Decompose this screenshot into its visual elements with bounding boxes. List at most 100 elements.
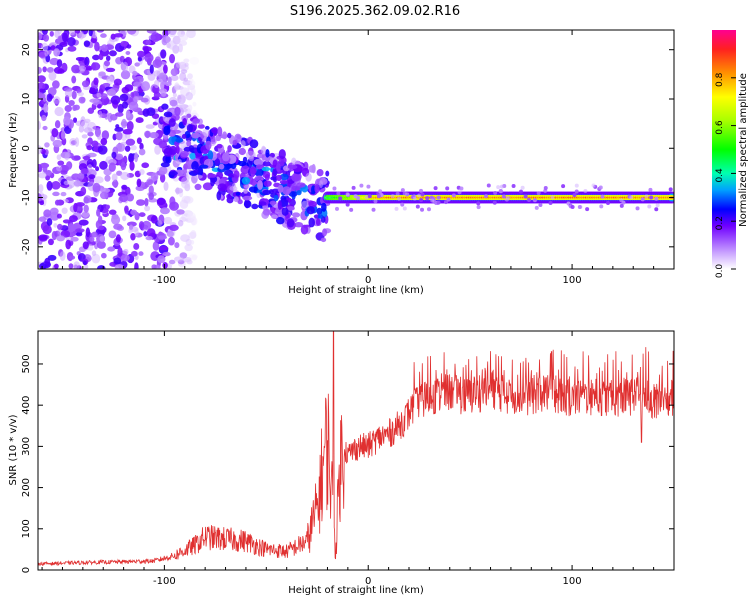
spectrogram-trace-blob bbox=[233, 170, 240, 179]
spectrogram-noise-blob bbox=[114, 153, 124, 160]
spectrogram-noise-blob bbox=[92, 54, 100, 61]
spectrogram-noise-blob bbox=[56, 165, 63, 172]
spectrogram-line-speckle bbox=[523, 194, 528, 199]
spectrogram-noise-blob bbox=[184, 244, 193, 252]
spectrogram-noise-blob bbox=[86, 145, 93, 151]
spectrogram-noise-blob bbox=[189, 254, 198, 260]
spectrogram-ytick-label: 0 bbox=[21, 145, 32, 151]
colorbar: 0.0 0.2 0.4 0.6 0.8 Normalized spectral ampl… bbox=[712, 30, 749, 278]
spectrogram-noise-blob bbox=[111, 151, 117, 159]
spectrogram-trace-blob bbox=[274, 207, 283, 216]
spectrogram-trace-blob bbox=[249, 139, 259, 149]
spectrogram-line-speckle bbox=[376, 194, 381, 199]
snr-ytick-label: 0 bbox=[21, 567, 32, 573]
spectrogram-noise-blob bbox=[109, 50, 117, 57]
spectrogram-noise-blob bbox=[126, 120, 134, 131]
spectrogram-noise-blob bbox=[130, 92, 135, 98]
spectrogram-trace-blob bbox=[244, 198, 251, 209]
spectrogram-trace-blob bbox=[277, 200, 282, 210]
spectrogram-line-speckle bbox=[598, 185, 603, 190]
spectrogram-noise-blob bbox=[142, 46, 153, 52]
spectrogram-noise-blob bbox=[43, 103, 49, 113]
spectrogram-trace-blob bbox=[296, 182, 306, 188]
spectrogram-noise-blob bbox=[130, 209, 138, 216]
spectrogram-trace-blob bbox=[288, 191, 298, 197]
spectrogram-trace-blob bbox=[205, 140, 212, 150]
spectrogram-noise-blob bbox=[84, 118, 91, 124]
spectrogram-noise-blob bbox=[97, 103, 102, 109]
spectrogram-line-speckle bbox=[338, 196, 343, 201]
spectrogram-noise-blob bbox=[168, 259, 176, 265]
spectrogram-noise-blob bbox=[78, 219, 89, 226]
spectrogram-trace-blob bbox=[222, 131, 228, 140]
spectrogram-xtick-label: 0 bbox=[365, 275, 371, 286]
spectrogram-noise-blob bbox=[78, 31, 85, 40]
spectrogram-noise-blob bbox=[77, 172, 84, 179]
spectrogram-noise-blob bbox=[60, 191, 67, 197]
spectrogram-noise-blob bbox=[38, 184, 44, 193]
spectrogram-noise-blob bbox=[65, 239, 72, 250]
spectrogram-noise-blob bbox=[42, 66, 47, 73]
spectrogram-noise-blob bbox=[138, 221, 145, 230]
spectrogram-noise-blob bbox=[82, 241, 89, 250]
spectrogram-line-speckle bbox=[492, 200, 497, 205]
colorbar-ticks: 0.0 0.2 0.4 0.6 0.8 bbox=[715, 72, 736, 278]
spectrogram-noise-blob bbox=[120, 161, 127, 171]
spectrogram-trace-blob bbox=[281, 207, 289, 216]
spectrogram-noise-blob bbox=[141, 162, 150, 169]
spectrogram-trace-blob bbox=[163, 125, 171, 136]
spectrogram-trace-blob bbox=[286, 206, 295, 211]
spectrogram-noise-blob bbox=[81, 134, 88, 139]
spectrogram-noise-blob bbox=[137, 56, 142, 62]
spectrogram-noise-blob bbox=[99, 235, 105, 243]
spectrogram-line-speckle bbox=[501, 194, 506, 199]
spectrogram-noise-blob bbox=[63, 116, 71, 126]
spectrogram-noise-blob bbox=[44, 142, 50, 148]
spectrogram-noise-blob bbox=[124, 84, 134, 92]
spectrogram-noise-blob bbox=[78, 125, 84, 133]
spectrogram-noise-blob bbox=[46, 218, 53, 226]
spectrogram-noise-blob bbox=[100, 137, 108, 146]
spectrogram-noise-blob bbox=[125, 110, 131, 118]
spectrogram-noise-blob bbox=[71, 64, 81, 74]
spectrogram-noise-blob bbox=[146, 228, 156, 238]
spectrogram-line-speckle bbox=[619, 203, 624, 208]
spectrogram-noise-blob bbox=[53, 223, 58, 228]
spectrogram-noise-blob bbox=[125, 50, 131, 56]
spectrogram-line-speckle bbox=[605, 200, 610, 205]
spectrogram-noise-blob bbox=[105, 55, 111, 62]
spectrogram-noise-blob bbox=[83, 127, 93, 134]
spectrogram-noise-blob bbox=[189, 239, 195, 245]
spectrogram-noise-blob bbox=[159, 207, 170, 215]
spectrogram-line-speckle bbox=[476, 201, 481, 206]
spectrogram-trace-blob bbox=[238, 147, 246, 156]
spectrogram-noise-blob bbox=[93, 77, 99, 86]
spectrogram-noise-blob bbox=[120, 70, 131, 80]
spectrogram-trace-blob bbox=[175, 169, 184, 177]
spectrogram-noise-blob bbox=[149, 131, 159, 139]
colorbar-tick-label: 0.0 bbox=[715, 264, 725, 279]
spectrogram-line-speckle bbox=[548, 200, 553, 205]
spectrogram-noise-blob bbox=[175, 61, 181, 68]
spectrogram-noise-blob bbox=[88, 174, 96, 180]
spectrogram-line-speckle bbox=[367, 194, 372, 199]
spectrogram-line-speckle bbox=[591, 183, 596, 188]
spectrogram-line-speckle bbox=[351, 185, 356, 190]
spectrogram-trace-blob bbox=[175, 145, 180, 154]
spectrogram-trace-blob bbox=[321, 202, 327, 212]
snr-xtick-label: 0 bbox=[365, 576, 371, 587]
spectrogram-noise-blob bbox=[39, 88, 44, 93]
spectrogram-noise-blob bbox=[132, 70, 138, 76]
spectrogram-line-speckle bbox=[457, 190, 462, 195]
spectrogram-noise-blob bbox=[139, 142, 144, 150]
spectrogram-noise-blob bbox=[113, 33, 124, 38]
spectrogram-trace-blob bbox=[308, 200, 317, 208]
spectrogram-line-speckle bbox=[499, 184, 504, 189]
spectrogram-noise-blob bbox=[57, 223, 63, 230]
spectrogram-noise-blob bbox=[38, 120, 41, 131]
spectrogram-noise-blob bbox=[39, 200, 45, 206]
spectrogram-trace-blob bbox=[197, 124, 205, 129]
colorbar-scale bbox=[712, 30, 736, 269]
spectrogram-trace-blob bbox=[199, 164, 209, 169]
spectrogram-line-speckle bbox=[443, 200, 448, 205]
